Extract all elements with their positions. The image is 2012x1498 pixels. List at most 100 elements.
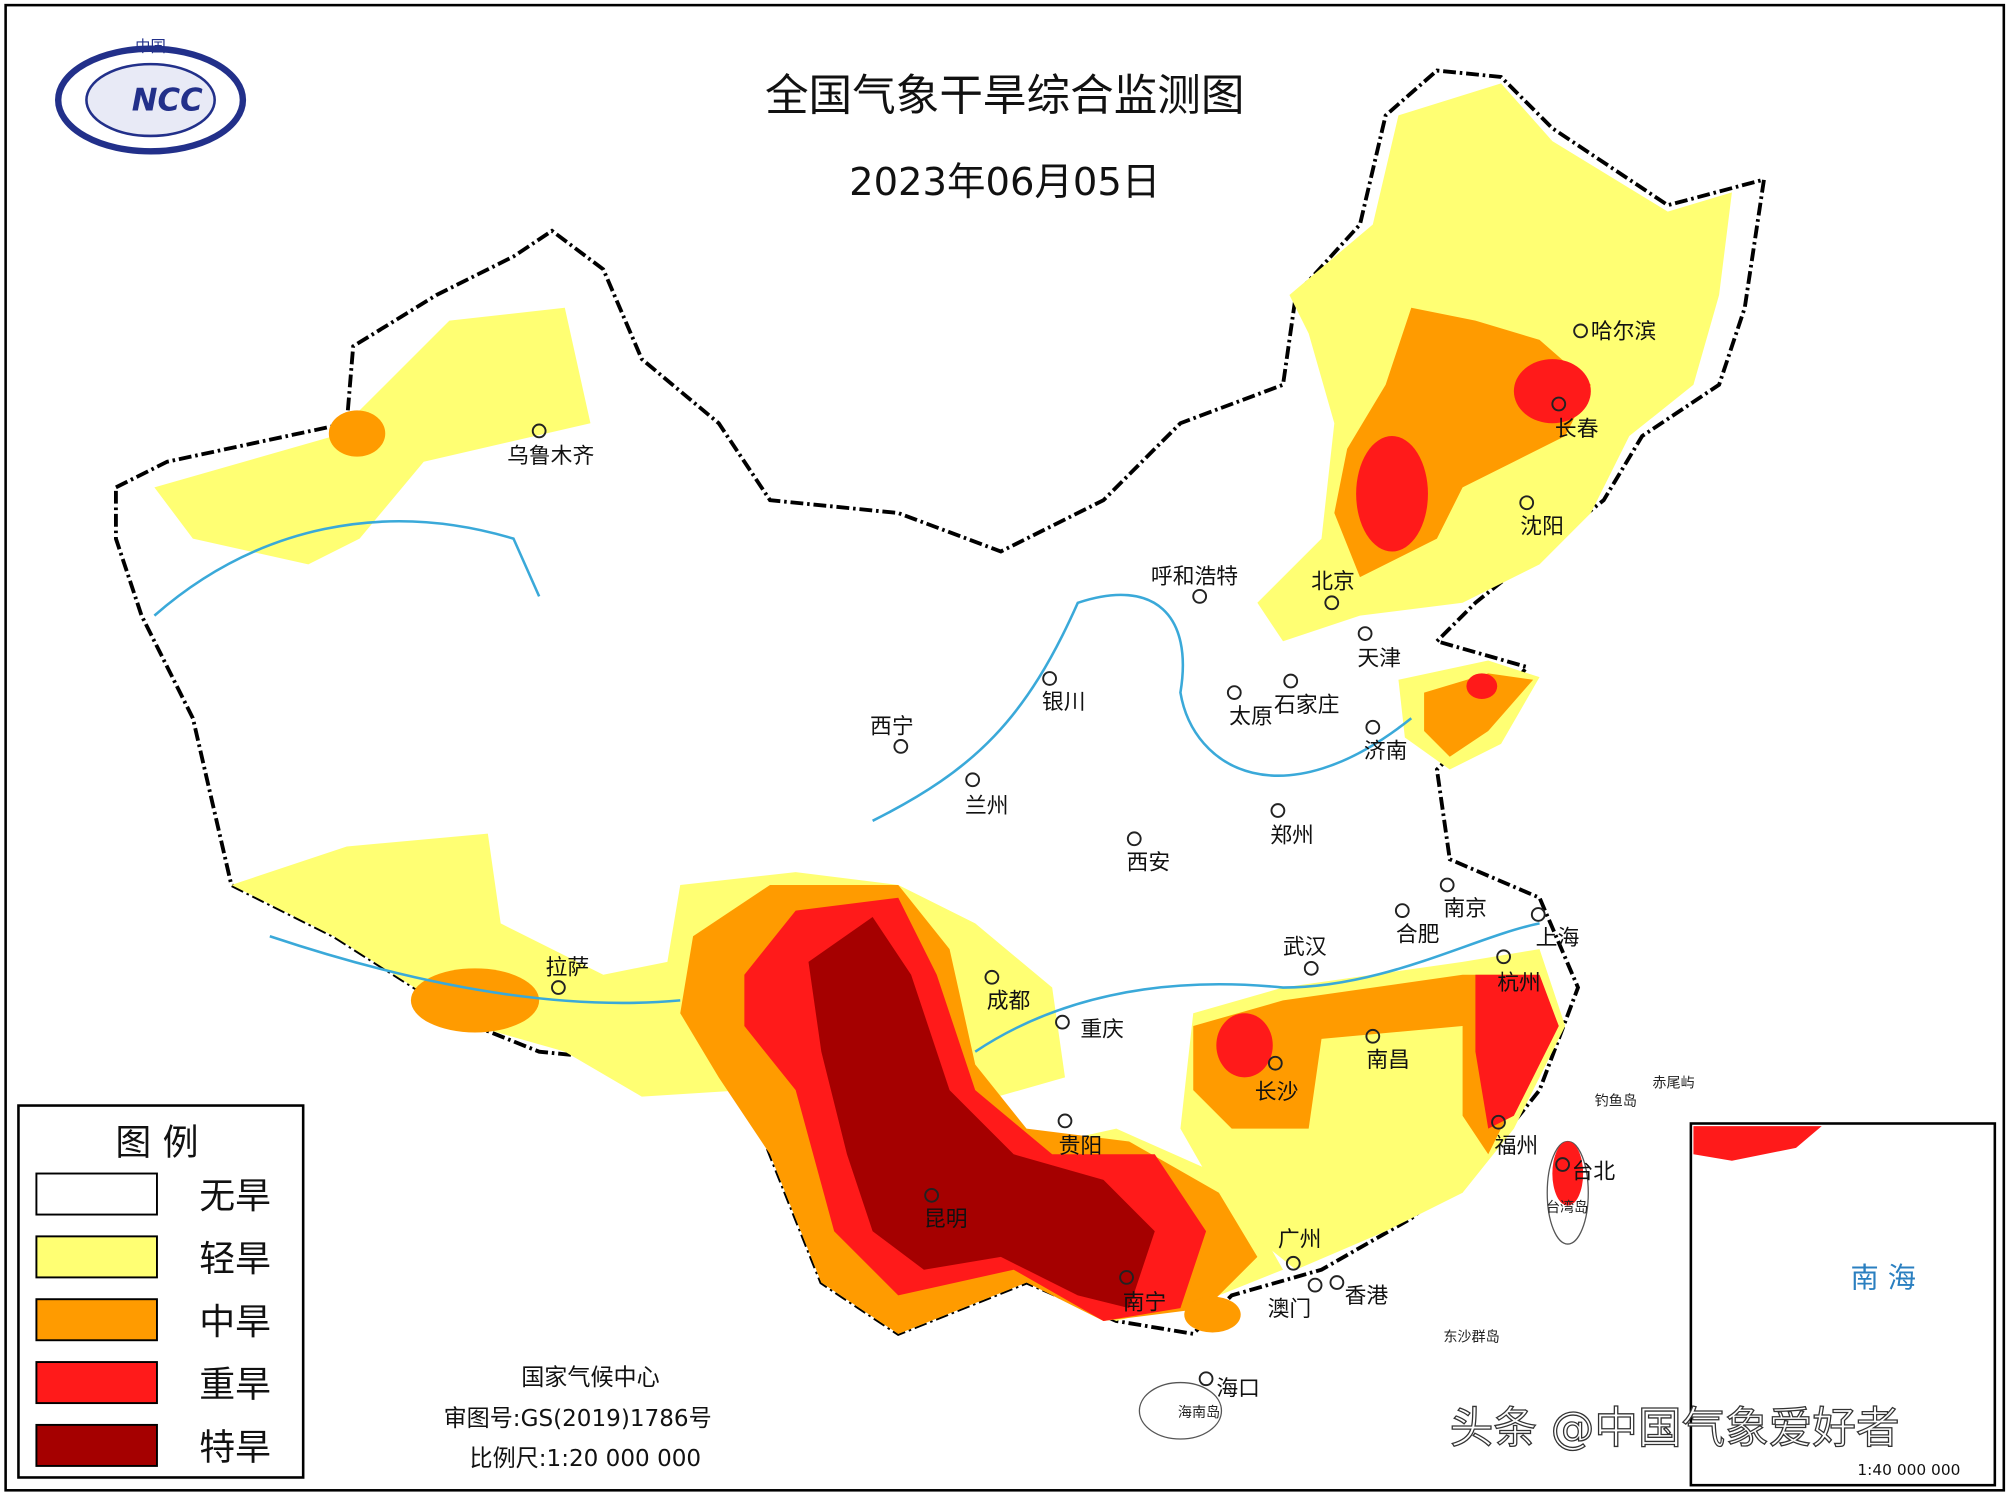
- legend-title: 图 例: [115, 1122, 198, 1163]
- city-label: 南宁: [1123, 1290, 1167, 1315]
- map-title: 全国气象干旱综合监测图: [765, 71, 1245, 121]
- drought-area: [1216, 1013, 1273, 1078]
- city-label: 天津: [1357, 647, 1401, 672]
- city-label: 贵阳: [1059, 1134, 1103, 1159]
- drought-area: [1693, 1126, 1822, 1161]
- city-label: 南京: [1443, 897, 1487, 922]
- drought-area: [1193, 974, 1540, 1155]
- city-marker: [1519, 495, 1535, 511]
- legend-swatch: [35, 1235, 158, 1279]
- city-label: 银川: [1042, 690, 1086, 715]
- city-label: 上海: [1536, 926, 1580, 951]
- city-label: 海口: [1216, 1376, 1260, 1401]
- city-label: 武汉: [1283, 935, 1327, 960]
- city-marker: [1267, 1055, 1283, 1071]
- city-label: 昆明: [924, 1207, 968, 1232]
- city-label: 郑州: [1270, 824, 1314, 849]
- legend-label: 特旱: [199, 1428, 271, 1469]
- drought-area: [1513, 359, 1591, 424]
- city-marker: [893, 739, 909, 754]
- city-label: 沈阳: [1520, 515, 1564, 540]
- city-marker: [1496, 949, 1511, 965]
- city-label: 济南: [1364, 739, 1408, 764]
- city-marker: [984, 969, 1000, 985]
- legend-swatch: [35, 1298, 158, 1342]
- footer-org: 国家气候中心: [521, 1365, 659, 1391]
- city-marker: [1530, 907, 1546, 922]
- city-marker: [1555, 1157, 1570, 1172]
- city-marker: [1192, 589, 1208, 604]
- drought-area: [1475, 974, 1559, 1129]
- city-marker: [1055, 1014, 1070, 1030]
- logo-name: NCC: [132, 82, 203, 118]
- city-label: 兰州: [965, 794, 1009, 819]
- drought-area: [1184, 1296, 1241, 1333]
- city-marker: [1439, 877, 1455, 893]
- city-label: 成都: [987, 989, 1031, 1014]
- city-marker: [1126, 831, 1142, 847]
- city-label: 北京: [1311, 570, 1355, 595]
- inset-label: 南 海: [1851, 1262, 1916, 1295]
- city-marker: [1283, 673, 1299, 689]
- city-marker: [551, 980, 566, 995]
- city-label: 拉萨: [546, 956, 590, 981]
- legend-label: 重旱: [199, 1365, 271, 1406]
- city-label: 福州: [1495, 1134, 1539, 1159]
- city-label: 石家庄: [1274, 693, 1339, 718]
- place-label: 钓鱼岛: [1595, 1093, 1637, 1110]
- footer-scale: 比例尺:1:20 000 000: [470, 1446, 702, 1472]
- drought-area: [1424, 673, 1534, 757]
- city-label: 长沙: [1255, 1080, 1299, 1105]
- city-marker: [1057, 1113, 1073, 1129]
- watermark: 头条 @中国气象爱好者: [1450, 1404, 1900, 1454]
- city-marker: [1303, 960, 1319, 976]
- city-label: 香港: [1345, 1284, 1389, 1309]
- city-label: 乌鲁木齐: [507, 444, 594, 469]
- city-label: 台北: [1572, 1160, 1616, 1185]
- city-marker: [1573, 323, 1588, 339]
- city-marker: [1119, 1270, 1134, 1285]
- map-date: 2023年06月05日: [849, 160, 1160, 205]
- city-marker: [1491, 1114, 1506, 1130]
- city-marker: [1551, 396, 1567, 412]
- legend-swatch: [35, 1423, 158, 1467]
- legend-swatch: [35, 1361, 158, 1405]
- city-label: 太原: [1229, 704, 1273, 729]
- drought-area: [1356, 436, 1428, 552]
- place-label: 东沙群岛: [1443, 1330, 1499, 1346]
- inset: 南 海 1:40 000 000: [1689, 1122, 1997, 1487]
- city-marker: [1198, 1371, 1214, 1387]
- legend-label: 轻旱: [199, 1239, 271, 1280]
- city-label: 广州: [1278, 1228, 1322, 1253]
- city-label: 长春: [1555, 417, 1599, 442]
- city-marker: [1307, 1277, 1323, 1293]
- drought-zones: [154, 83, 1732, 1334]
- city-label: 澳门: [1268, 1297, 1312, 1322]
- city-label: 合肥: [1396, 922, 1440, 947]
- drought-area: [1466, 673, 1498, 699]
- city-marker: [1365, 1028, 1381, 1044]
- logo: 中国 NCC: [55, 37, 247, 155]
- drought-area: [328, 410, 386, 457]
- city-marker: [1329, 1275, 1345, 1290]
- city-label: 西宁: [870, 715, 914, 740]
- place-label: 赤尾屿: [1652, 1076, 1694, 1092]
- inset-scale: 1:40 000 000: [1857, 1461, 1960, 1479]
- city-marker: [1226, 685, 1242, 700]
- city-label: 南昌: [1366, 1048, 1410, 1073]
- city-marker: [1270, 803, 1286, 818]
- legend-label: 无旱: [199, 1176, 271, 1217]
- city-marker: [1324, 595, 1340, 611]
- drought-area: [410, 968, 540, 1033]
- city-label: 杭州: [1497, 971, 1541, 996]
- drought-area: [808, 917, 1155, 1309]
- city-marker: [965, 772, 981, 788]
- footer-approval: 审图号:GS(2019)1786号: [444, 1406, 712, 1432]
- city-marker: [1365, 719, 1381, 735]
- city-label: 哈尔滨: [1591, 320, 1656, 345]
- place-label: 海南岛: [1178, 1405, 1220, 1421]
- logo-top: 中国: [135, 37, 166, 55]
- city-label: 西安: [1127, 851, 1171, 876]
